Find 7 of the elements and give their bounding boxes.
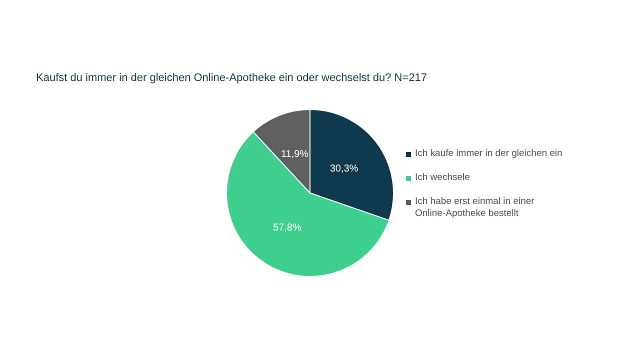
data-label: 11,9% xyxy=(280,148,309,160)
legend-label: Ich kaufe immer in der gleichen ein xyxy=(415,148,562,160)
data-label: 30,3% xyxy=(330,164,358,175)
data-label: 57,8% xyxy=(273,222,302,234)
chart-title: Kaufst du immer in der gleichen Online-Apotheke ein oder wechselst du? N=217 xyxy=(36,72,428,84)
legend-label: Ich wechsele xyxy=(415,172,470,184)
legend-label: Ich habe erst einmal in einer Online-Apotheke bestellt xyxy=(415,196,536,220)
